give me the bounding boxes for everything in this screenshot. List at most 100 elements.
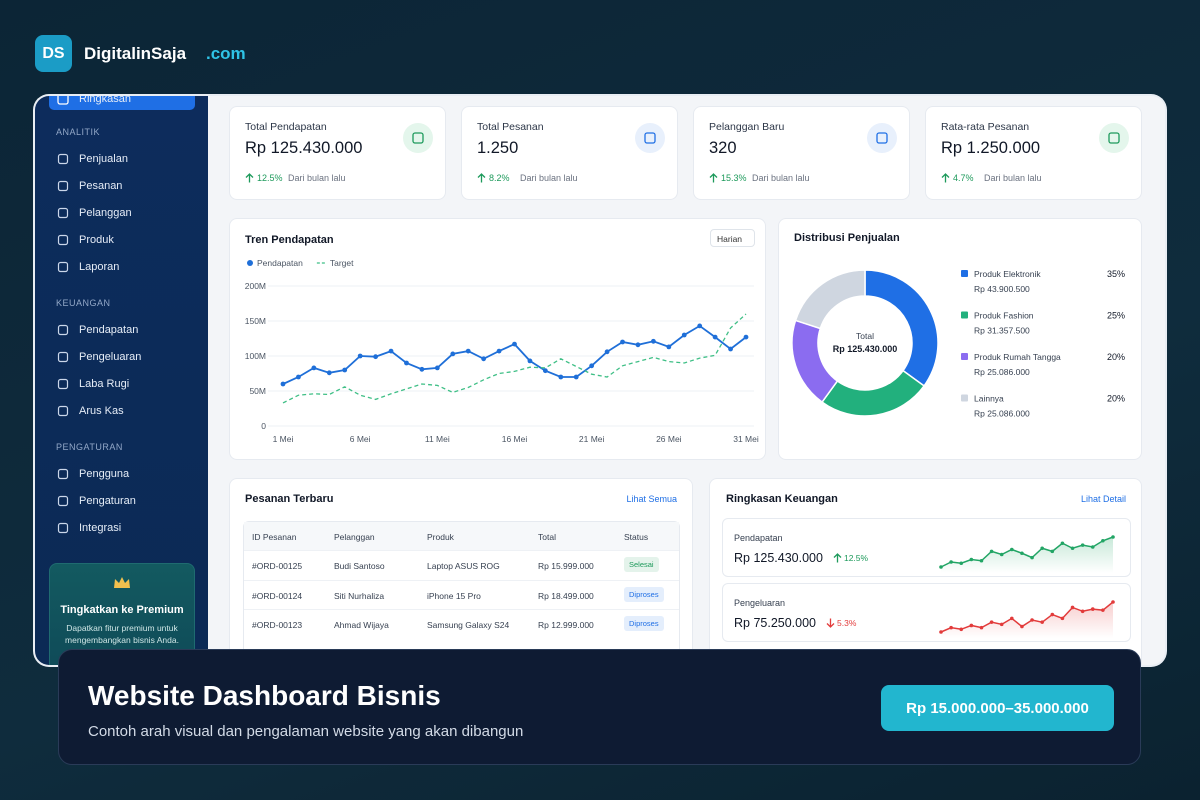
table-cell: Rp 18.499.000 [538, 590, 594, 601]
sparkline-point [989, 549, 994, 554]
value-label: 25% [1107, 311, 1125, 321]
arrow-icon [245, 173, 254, 183]
sparkline [939, 535, 1115, 573]
x-tick-label: 1 Mei [273, 434, 294, 444]
nav-icon-shape [57, 153, 69, 165]
legend-label: Lainnya [974, 394, 1004, 404]
point [573, 374, 579, 380]
finance-item: Pengeluaran Rp 75.250.000 5.3% [722, 583, 1131, 642]
row-divider [244, 550, 679, 551]
point [542, 368, 548, 374]
link[interactable]: Lihat Semua [626, 494, 677, 504]
kpi-icon-bg [635, 123, 665, 153]
nav-icon-shape [57, 261, 69, 273]
point [357, 353, 363, 359]
sparkline-point [1030, 555, 1034, 560]
nav-icon-shape [57, 495, 69, 507]
nav-item[interactable]: Pengaturan [49, 492, 195, 510]
sparkline-point [1020, 624, 1024, 629]
kpi-value: 320 [709, 139, 737, 157]
center-label: Total [856, 331, 874, 341]
kpi-value: Rp 125.430.000 [245, 139, 363, 157]
legend-swatch [961, 311, 968, 319]
sparkline-point [979, 558, 984, 563]
sparkline-point [969, 557, 974, 562]
nav-item[interactable]: Integrasi [49, 519, 195, 537]
slice [794, 269, 866, 330]
nav-item[interactable]: Produk [49, 231, 195, 249]
value-label: 20% [1107, 394, 1125, 404]
kpi-icon-shape [876, 132, 888, 144]
banner-title: Website Dashboard Bisnis [88, 680, 441, 711]
nav-icon-shape [57, 324, 69, 336]
sparkline-point [1111, 535, 1115, 539]
premium-title: Tingkatkan ke Premium [60, 604, 184, 616]
table-cell: #ORD-00125 [252, 561, 303, 571]
arrow-path [477, 173, 486, 183]
nav-icon [57, 207, 69, 219]
nav-item[interactable]: Laba Rugi [49, 375, 195, 393]
orders-card: Pesanan Terbaru Lihat Semua ID Pesanan Pela… [229, 478, 693, 665]
status-badge: Diproses [624, 586, 664, 602]
x-tick-label: 26 Mei [656, 434, 682, 444]
kpi-card: Pelanggan Baru 320 15.3% Dari bulan lalu [693, 106, 910, 200]
point [681, 332, 687, 338]
point [728, 346, 733, 352]
table-cell: #ORD-00123 [252, 620, 303, 630]
value-label: 35% [1107, 269, 1125, 279]
table: ID Pesanan Pelanggan Produk Total Status #ORD… [243, 521, 680, 665]
x-tick-label: 11 Mei [425, 434, 450, 444]
dropdown[interactable]: Harian [710, 229, 755, 247]
legend-swatch [961, 353, 968, 360]
point [527, 358, 533, 364]
sparkline-point [1030, 618, 1034, 622]
table-header-cell: Produk [427, 532, 454, 542]
brand-tld: .com [206, 44, 246, 63]
sparkline-point [959, 561, 964, 566]
kpi-card: Total Pendapatan Rp 125.430.000 12.5% Dari … [229, 106, 446, 200]
point [450, 351, 456, 357]
center-value: Rp 125.430.000 [833, 344, 898, 354]
nav-icon [57, 351, 69, 363]
table-header-cell: Total [538, 532, 556, 542]
x-tick-label: 16 Mei [502, 434, 528, 444]
nav-item[interactable]: Pelanggan [49, 204, 195, 222]
dropdown-label: Harian [717, 234, 743, 244]
nav-item[interactable]: Pengeluaran [49, 348, 195, 366]
section-title: PENGATURAN [56, 442, 123, 452]
legend-amount: Rp 25.086.000 [974, 367, 1030, 377]
content: Total Pendapatan Rp 125.430.000 12.5% Dari … [35, 96, 1165, 665]
finance-value: Rp 75.250.000 [734, 616, 817, 630]
sparkline-point [999, 552, 1004, 557]
table-header-cell: Status [624, 532, 649, 542]
kpi-icon-shape [644, 132, 656, 144]
point [296, 374, 301, 380]
point [311, 365, 317, 371]
legend-swatch [961, 394, 968, 402]
price-button[interactable]: Rp 15.000.000–35.000.000 [881, 685, 1114, 731]
sparkline-point [1101, 608, 1105, 612]
nav-item[interactable]: Pendapatan [49, 321, 195, 339]
sparkline-area [941, 602, 1113, 638]
sparkline-point [1090, 607, 1095, 611]
nav-item[interactable]: Arus Kas [49, 402, 195, 420]
nav-item[interactable]: Laporan [49, 258, 195, 276]
kpi-value: Rp 1.250.000 [941, 139, 1041, 157]
nav-icon-shape [57, 522, 69, 534]
nav-label: Arus Kas [79, 405, 124, 417]
link[interactable]: Lihat Detail [1080, 494, 1126, 504]
donut-card: Distribusi Penjualan Produk Elektronik Rp … [778, 218, 1142, 460]
legend-amount: Rp 43.900.500 [974, 284, 1030, 294]
kpi-icon-bg [403, 123, 433, 153]
nav-icon-shape [57, 234, 69, 246]
table-header-cell: ID Pesanan [252, 532, 297, 542]
nav-item[interactable]: Penjualan [49, 150, 195, 168]
kpi-change: 4.7% [953, 173, 974, 183]
point [404, 360, 409, 366]
point [481, 356, 487, 362]
nav-item-active[interactable]: Ringkasan [49, 96, 195, 110]
point [373, 354, 378, 360]
nav-item[interactable]: Pesanan [49, 177, 195, 195]
nav-item[interactable]: Pengguna [49, 465, 195, 483]
point [465, 348, 471, 354]
